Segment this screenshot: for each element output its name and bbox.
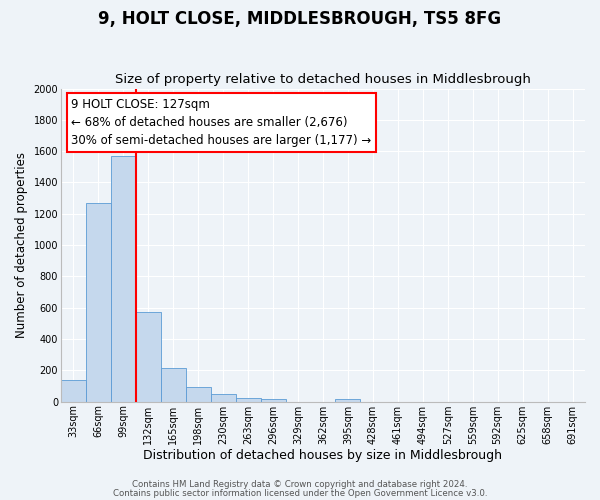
- Bar: [186, 387, 211, 402]
- Bar: [335, 400, 361, 402]
- Text: 9, HOLT CLOSE, MIDDLESBROUGH, TS5 8FG: 9, HOLT CLOSE, MIDDLESBROUGH, TS5 8FG: [98, 10, 502, 28]
- Title: Size of property relative to detached houses in Middlesbrough: Size of property relative to detached ho…: [115, 73, 531, 86]
- Bar: [111, 156, 136, 402]
- Bar: [236, 398, 260, 402]
- X-axis label: Distribution of detached houses by size in Middlesbrough: Distribution of detached houses by size …: [143, 450, 502, 462]
- Bar: [61, 380, 86, 402]
- Y-axis label: Number of detached properties: Number of detached properties: [15, 152, 28, 338]
- Bar: [161, 368, 186, 402]
- Bar: [260, 400, 286, 402]
- Bar: [136, 312, 161, 402]
- Text: Contains HM Land Registry data © Crown copyright and database right 2024.: Contains HM Land Registry data © Crown c…: [132, 480, 468, 489]
- Bar: [86, 203, 111, 402]
- Text: Contains public sector information licensed under the Open Government Licence v3: Contains public sector information licen…: [113, 488, 487, 498]
- Bar: [211, 394, 236, 402]
- Text: 9 HOLT CLOSE: 127sqm
← 68% of detached houses are smaller (2,676)
30% of semi-de: 9 HOLT CLOSE: 127sqm ← 68% of detached h…: [71, 98, 371, 147]
